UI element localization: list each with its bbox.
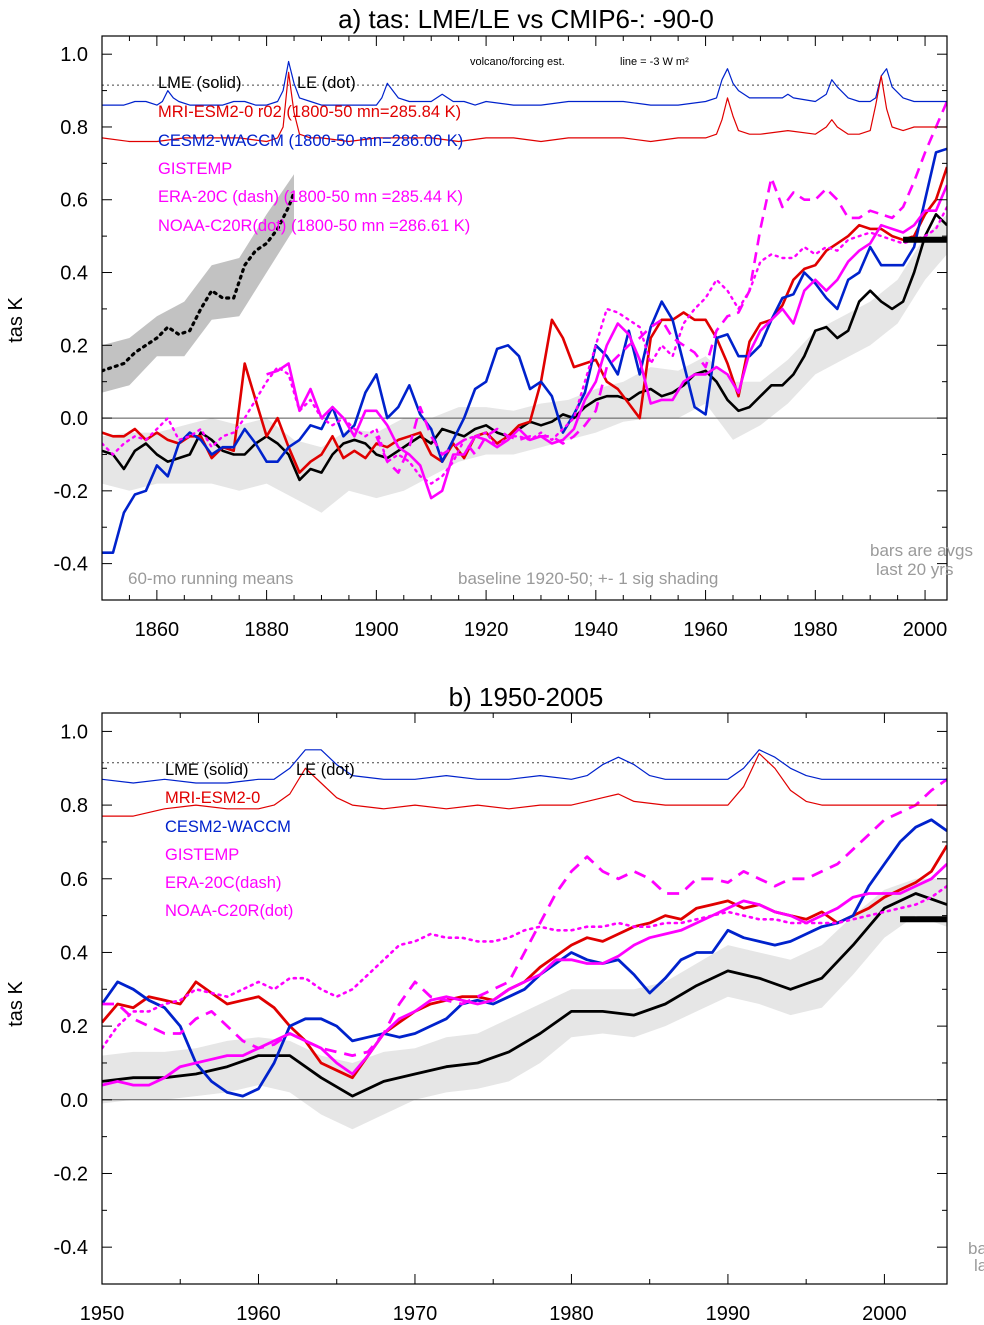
legend-lme: LME (solid) [158,74,241,92]
panel-a-y-axis-label: tas K [5,297,27,343]
band-le-1-sig [102,174,294,393]
series-noaa-c20r-dot [102,205,947,485]
series-era-20c-dash [102,778,947,1057]
x-tick-label: 1960 [683,619,728,641]
y-tick-label: 0.0 [60,408,88,430]
legend-mri-esm2-0: MRI-ESM2-0 [165,789,260,807]
y-tick-label: 0.2 [60,1016,88,1038]
legend-le: LE (dot) [296,761,355,779]
plot-frame [101,35,948,601]
series-gistemp [266,184,947,500]
y-tick-label: -0.2 [54,481,88,503]
x-tick-label: 2000 [903,619,948,641]
legend-cesm2-waccm: CESM2-WACCM [165,818,291,836]
series-cesm2-waccm-volcano-forcing [102,749,947,784]
volcano-forcing-label: volcano/forcing est. [470,56,565,68]
series-cesm2-waccm-volcano-forcing [102,60,947,106]
y-tick-label: 0.2 [60,335,88,357]
y-tick-label: 0.0 [60,1090,88,1112]
bars-note-line1: bars are avgs [870,541,973,560]
y-tick-label: 1.0 [60,721,88,743]
series-cesm2-waccm [102,147,947,555]
x-tick-label: 1860 [135,619,180,641]
panel-a: a) tas: LME/LE vs CMIP6-: -90-0 tas K 18… [5,4,973,641]
series-le-dot [102,190,296,373]
panel-b: b) 1950-2005 tas K 1950 1960 1970 1980 1990 2… [5,682,984,1325]
y-tick-label: 1.0 [60,44,88,66]
x-tick-label: 1940 [574,619,619,641]
x-tick-label: 1980 [549,1303,594,1325]
x-tick-label: 1970 [393,1303,438,1325]
y-tick-label: 0.4 [60,263,88,285]
panel-a-axes: 1860 1880 1900 1920 1940 1960 1980 2000 -0.4 -0.2… [54,35,948,641]
y-tick-label: 0.6 [60,190,88,212]
panel-b-title: b) 1950-2005 [449,682,604,712]
bars-note-line2: last 20 yrs [876,560,953,579]
band-lme-1-sig [102,878,947,1130]
x-tick-label: 1950 [80,1303,125,1325]
panel-b-axes: 1950 1960 1970 1980 1990 2000 -0.4 -0.2 0.0 0.2 0.… [54,712,948,1325]
legend-gistemp: GISTEMP [165,846,239,864]
panel-b-y-axis-label: tas K [5,981,27,1027]
x-tick-label: 1880 [244,619,289,641]
legend-cesm2-waccm: CESM2-WACCM (1800-50 mn=286.00 K) [158,132,463,150]
panel-a-legend: LME (solid) LE (dot) MRI-ESM2-0 r02 (180… [158,74,470,235]
series-mri-esm2-0-volcano-forcing [102,71,947,143]
legend-le: LE (dot) [297,74,356,92]
x-tick-label: 1960 [236,1303,281,1325]
legend-mri-esm2-0: MRI-ESM2-0 r02 (1800-50 mn=285.84 K) [158,103,461,121]
legend-noaa-c20r: NOAA-C20R(dot) [165,902,293,920]
bars-note-line1: ba [968,1239,984,1258]
baseline-note: baseline 1920-50; +- 1 sig shading [458,569,718,588]
series-era-20c-dash [375,100,947,474]
panel-a-bands [102,174,947,513]
panel-a-series [102,60,947,555]
y-tick-label: -0.2 [54,1163,88,1185]
panel-b-legend: LME (solid) LE (dot) MRI-ESM2-0 CESM2-WA… [165,761,355,920]
y-tick-label: -0.4 [54,1237,88,1259]
plot-frame [101,712,948,1285]
x-tick-label: 1980 [793,619,838,641]
forcing-line-label: line = -3 W m² [620,56,689,68]
legend-gistemp: GISTEMP [158,160,232,178]
x-tick-label: 1920 [464,619,509,641]
x-tick-label: 1900 [354,619,399,641]
series-cesm2-waccm [102,818,947,1098]
legend-noaa-c20r: NOAA-C20R(dot) (1800-50 mn =286.61 K) [158,217,470,235]
series-mri-esm2-0 [102,166,947,474]
bars-note-line2: la [974,1256,984,1275]
y-tick-label: 0.6 [60,869,88,891]
series-lme-solid [102,892,947,1098]
band-lme-1-sig [102,214,947,513]
y-tick-label: 0.8 [60,117,88,139]
legend-era-20c: ERA-20C(dash) [165,874,281,892]
x-tick-label: 2000 [862,1303,907,1325]
panel-b-series [102,749,947,1101]
legend-era-20c: ERA-20C (dash) (1800-50 mn =285.44 K) [158,188,463,206]
x-tick-label: 1990 [706,1303,751,1325]
series-noaa-c20r-dot [102,884,947,1050]
series-lme-solid [102,213,947,482]
y-tick-label: 0.8 [60,795,88,817]
series-mri-esm2-0-volcano-forcing [102,752,947,817]
y-tick-label: 0.4 [60,942,88,964]
panel-a-title: a) tas: LME/LE vs CMIP6-: -90-0 [338,4,714,34]
running-mean-note: 60-mo running means [128,569,293,588]
y-tick-label: -0.4 [54,554,88,576]
legend-lme: LME (solid) [165,761,248,779]
panel-b-bands [102,878,947,1130]
